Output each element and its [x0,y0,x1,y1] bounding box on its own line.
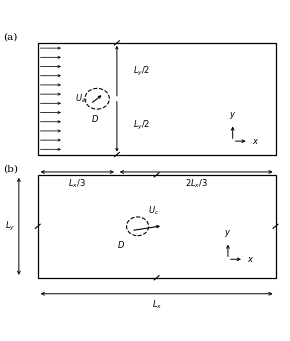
Text: $U_c$: $U_c$ [148,205,160,217]
Text: $L_x/3$: $L_x/3$ [68,177,86,190]
Text: $x$: $x$ [251,137,259,146]
Text: $D$: $D$ [117,239,125,250]
Text: $L_y/2$: $L_y/2$ [133,65,150,78]
Text: $2L_x/3$: $2L_x/3$ [185,177,208,190]
Text: (b): (b) [3,164,18,174]
Text: $L_y/2$: $L_y/2$ [133,119,150,132]
Text: (a): (a) [3,32,17,42]
Text: $U_{in}$: $U_{in}$ [75,92,88,105]
Text: $L_y$: $L_y$ [5,220,15,233]
Text: $L_x$: $L_x$ [151,299,162,311]
Text: $y$: $y$ [224,228,231,239]
Text: $x$: $x$ [247,255,254,264]
Text: $y$: $y$ [229,109,236,121]
Text: $D$: $D$ [91,114,99,124]
